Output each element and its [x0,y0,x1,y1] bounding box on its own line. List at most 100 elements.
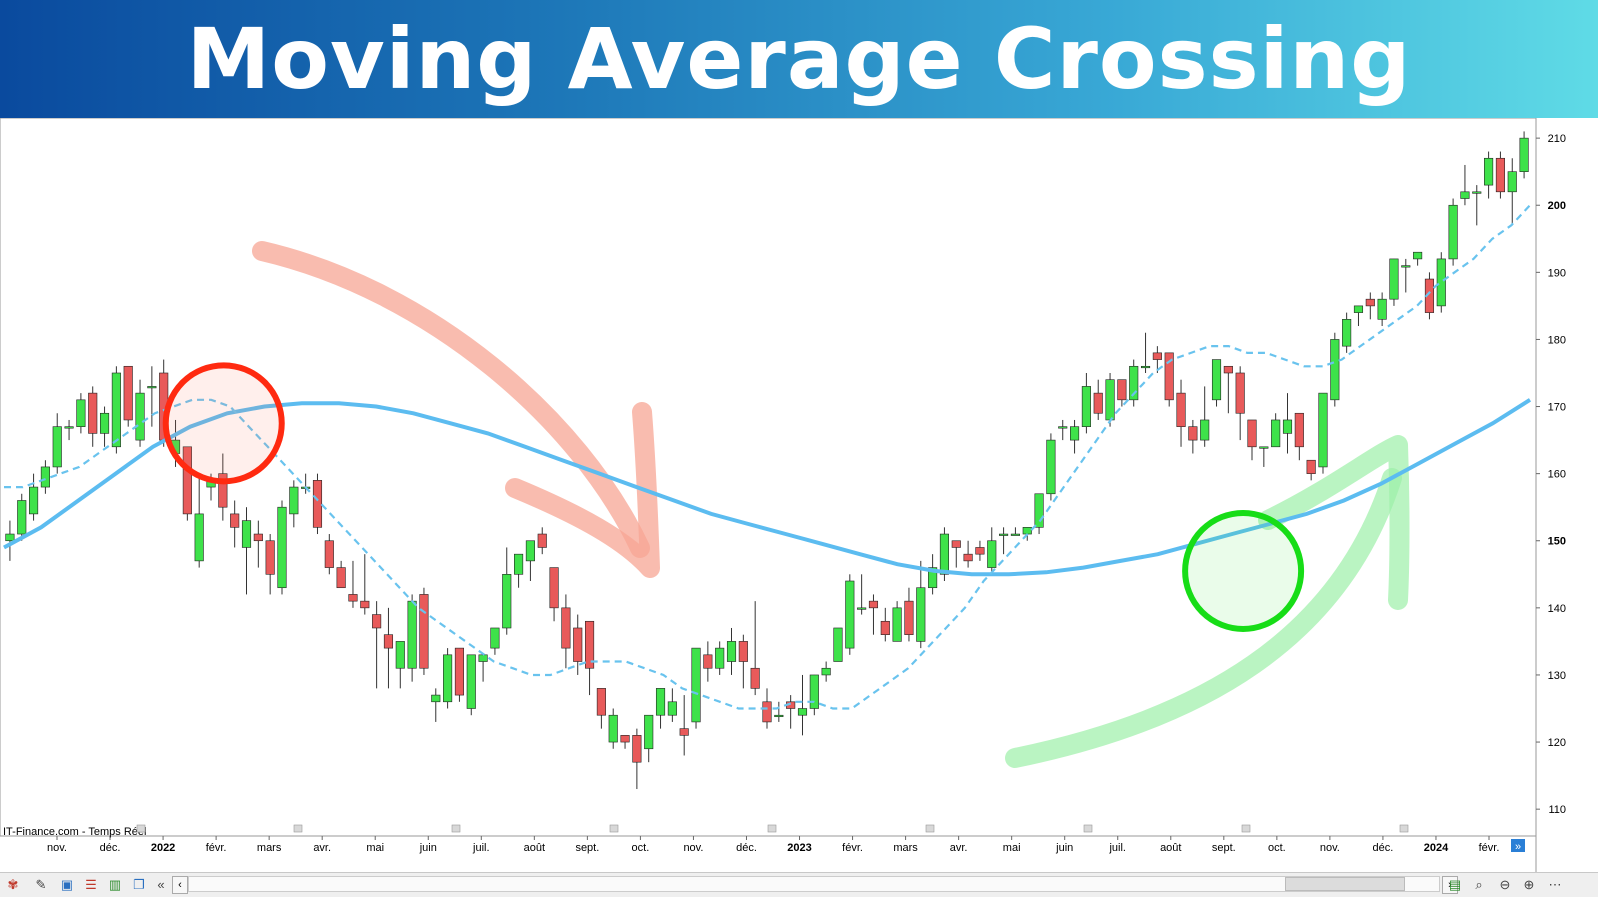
candle-body-up [289,486,299,515]
y-tick-label: 160 [1548,469,1566,481]
x-tick-label: juil. [1108,842,1126,854]
scrollbar-thumb[interactable] [1285,877,1405,891]
candle [1519,131,1529,179]
candle [1353,305,1364,327]
candle [454,647,464,702]
candle-body-up [1436,258,1446,307]
candle-body-up [1010,533,1020,536]
x-tick-label: déc. [1373,842,1394,854]
x-tick-label: févr. [842,842,863,854]
candle [726,627,737,675]
candle [833,627,843,662]
candle [1389,258,1399,306]
candle [99,406,110,447]
candle [135,379,145,447]
candle-body-up [1401,265,1411,268]
x-tick-label: juin [1055,842,1073,854]
candle-body-up [928,567,938,589]
candle [372,601,382,689]
buy-signal-circle [1182,509,1305,632]
candle-body-down [1495,157,1505,193]
candle-body-up [1129,365,1139,401]
candle-body-up [17,500,27,535]
candle-body-up [1330,339,1340,401]
candle-body-up [1034,493,1044,528]
scroll-left-button[interactable]: ‹ [172,876,188,894]
candle-body-down [584,620,595,669]
candle-body-up [797,708,808,716]
collapse-left-icon[interactable]: « [157,877,165,892]
drawing-tools-icon[interactable]: ✎ [35,877,47,892]
zoom-out-icon[interactable]: ⊖ [1499,877,1511,892]
x-tick-label: sept. [575,842,599,854]
candle-body-up [774,714,784,718]
candle-body-down [1188,426,1198,441]
zoom-in-icon[interactable]: ⊕ [1523,877,1535,892]
candle [1117,379,1127,407]
scroll-end-button[interactable] [1511,839,1525,852]
candle [29,473,39,521]
comment-icon[interactable]: ▣ [60,877,74,892]
candle [5,520,15,561]
candle [1200,386,1210,447]
candle [537,527,547,555]
candle-body-up [1022,527,1032,535]
candle [514,553,524,588]
candle [348,560,358,608]
window-icon[interactable]: ❐ [133,877,145,892]
candle [951,540,961,568]
candle-body-down [963,553,973,562]
candle-body-up [1282,419,1293,434]
candle [797,674,808,736]
candle-body-down [123,365,133,421]
x-tick-label: août [1160,842,1181,854]
buy-arrow-head [1258,435,1410,610]
x-tick-label: oct. [632,842,650,854]
candle [502,547,512,635]
scrollbar-track[interactable] [188,876,1440,892]
candle-body-up [1058,426,1068,429]
candle [691,647,701,729]
candle [655,688,666,729]
chart-export-icon[interactable]: ▤ [1448,877,1462,892]
price-chart: 110 120 130 140 150 160 170 180 190 200 210 nov. dé… [0,118,1566,872]
candle [999,527,1009,555]
candle-body-down [1152,352,1162,360]
indicator-list-icon[interactable]: ☰ [85,877,97,892]
candle-body-up [655,688,666,716]
candle [182,446,192,521]
candle [561,594,571,669]
candle-body-up [478,654,488,662]
candle [809,674,819,716]
candle-body-up [999,533,1009,536]
x-tick-label: mai [366,842,384,854]
more-icon[interactable]: ⋯ [1548,877,1562,892]
candle [750,601,760,696]
period-marker [925,824,935,833]
candle [679,695,689,756]
candle-body-down [703,654,713,669]
toolbar-logo-icon[interactable]: ✾ [7,877,19,892]
candle [1401,258,1411,293]
candle [312,473,323,535]
x-tick-label: mars [893,842,918,854]
x-tick-label: 2022 [151,842,175,854]
period-marker [1083,824,1093,833]
x-tick-label: mars [257,842,282,854]
candle-body-up [29,486,39,515]
candle-body-up [525,540,535,562]
candle-body-up [726,641,737,662]
x-tick-label: nov. [47,842,67,854]
candle [975,540,985,561]
candle-body-up [443,654,453,703]
sell-arrow-head [505,402,660,578]
candle [1282,393,1293,454]
zoom-fit-icon[interactable]: ⌕ [1475,877,1483,892]
bar-style-icon[interactable]: ▥ [108,877,122,892]
candle [324,534,334,575]
candle-body-down [573,627,583,662]
scroll-right-button[interactable]: › [1442,876,1458,894]
x-tick-label: févr. [1479,842,1500,854]
candle [1294,412,1304,461]
period-marker [451,824,461,833]
